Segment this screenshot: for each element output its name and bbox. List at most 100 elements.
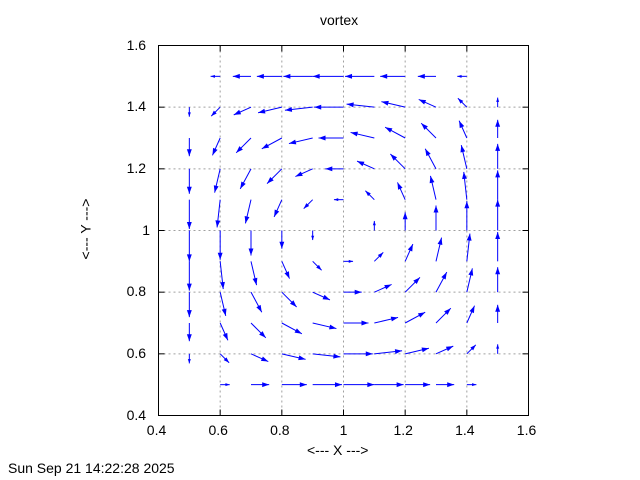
vector-arrow [436, 382, 455, 388]
arrow-head [417, 312, 426, 318]
vector-arrow [496, 97, 500, 108]
vector-arrow [390, 153, 406, 170]
vector-arrow [239, 168, 252, 190]
arrow-head [447, 382, 455, 388]
arrow-head [334, 382, 342, 388]
vector-arrow [186, 292, 192, 318]
arrow-head [316, 264, 322, 271]
arrow-head [267, 176, 274, 184]
vector-arrow [374, 316, 399, 324]
arrow-head [289, 300, 297, 307]
arrow-head [329, 324, 337, 330]
arrow-head [256, 304, 262, 313]
arrow-head [284, 107, 293, 112]
vector-arrow [381, 100, 406, 108]
vector-arrow [495, 232, 501, 262]
vector-arrow [186, 230, 192, 262]
arrow-head [284, 271, 290, 279]
arrow-head [318, 135, 326, 141]
vector-arrow [250, 291, 263, 313]
vector-arrow [312, 73, 344, 79]
y-tick-label: 1 [142, 221, 150, 238]
arrow-head [425, 148, 431, 157]
vector-arrow [343, 289, 362, 295]
vector-arrow [210, 74, 221, 78]
arrow-head [496, 344, 500, 349]
vector-arrow [318, 135, 344, 141]
arrow-head [437, 237, 443, 245]
arrow-head [367, 382, 375, 388]
vector-arrow [303, 199, 314, 209]
vector-arrow [311, 230, 315, 241]
arrow-head [186, 149, 192, 157]
vector-arrow [232, 73, 251, 79]
arrow-head [346, 102, 354, 108]
vector-arrow [283, 73, 313, 79]
vector-arrow [402, 212, 408, 231]
vector-arrow [435, 237, 443, 262]
vector-arrow [312, 382, 342, 388]
vector-arrow [343, 351, 373, 357]
vector-arrow [219, 292, 227, 317]
vector-arrow [495, 170, 501, 200]
vector-arrow [273, 199, 283, 218]
arrow-head [433, 205, 439, 213]
vector-arrow [424, 148, 437, 170]
vector-arrow [187, 107, 191, 117]
vector-arrow [460, 144, 468, 169]
vector-arrow [466, 383, 477, 387]
vector-arrow [312, 291, 331, 301]
arrow-head [258, 108, 266, 114]
arrow-head [213, 185, 219, 193]
arrow-head [457, 98, 464, 104]
vector-arrow [404, 311, 426, 324]
arrow-head [225, 383, 230, 387]
arrow-head [211, 110, 217, 117]
vector-arrow [281, 291, 297, 308]
vector-arrow [250, 261, 258, 286]
vector-arrow [343, 259, 354, 263]
vector-arrow [233, 106, 252, 116]
arrow-head [495, 119, 501, 127]
vector-arrow [250, 353, 269, 362]
vector-arrow [466, 305, 475, 324]
arrow-head [256, 73, 264, 79]
vector-arrow [281, 261, 290, 279]
arrow-head [312, 73, 320, 79]
arrow-head [462, 171, 467, 180]
arrow-head [325, 166, 333, 172]
arrow-head [186, 310, 192, 318]
arrow-head [186, 254, 192, 262]
arrow-head [314, 104, 322, 110]
vector-arrow [186, 138, 192, 157]
arrow-head [445, 346, 454, 352]
vector-arrow [495, 143, 501, 169]
vector-arrow [466, 344, 477, 355]
x-tick-label: 1.2 [393, 422, 413, 438]
vector-arrow [464, 201, 470, 231]
arrow-head [186, 186, 192, 194]
vector-arrow [495, 119, 501, 138]
vector-arrow [462, 171, 468, 200]
vector-arrow [281, 322, 303, 335]
y-axis-label: <--- Y ---> [77, 198, 94, 260]
arrow-head [212, 147, 218, 156]
arrow-head [187, 359, 191, 364]
vector-arrow [248, 230, 254, 256]
x-tick-label: 0.8 [270, 422, 290, 438]
vector-arrow [284, 106, 313, 112]
vector-arrow [212, 137, 221, 156]
y-tick-label: 0.4 [126, 406, 147, 423]
x-tick-label: 0.4 [146, 422, 167, 438]
vector-arrow [281, 353, 306, 361]
arrow-head [469, 305, 475, 314]
vector-arrow [466, 233, 472, 262]
vector-arrow [420, 122, 437, 139]
arrow-head [495, 143, 501, 151]
arrow-head [380, 73, 388, 79]
arrow-head [372, 220, 376, 226]
vector-arrow [210, 106, 221, 117]
vector-arrow [457, 97, 468, 108]
arrow-head [466, 233, 472, 241]
arrow-head [221, 308, 227, 316]
